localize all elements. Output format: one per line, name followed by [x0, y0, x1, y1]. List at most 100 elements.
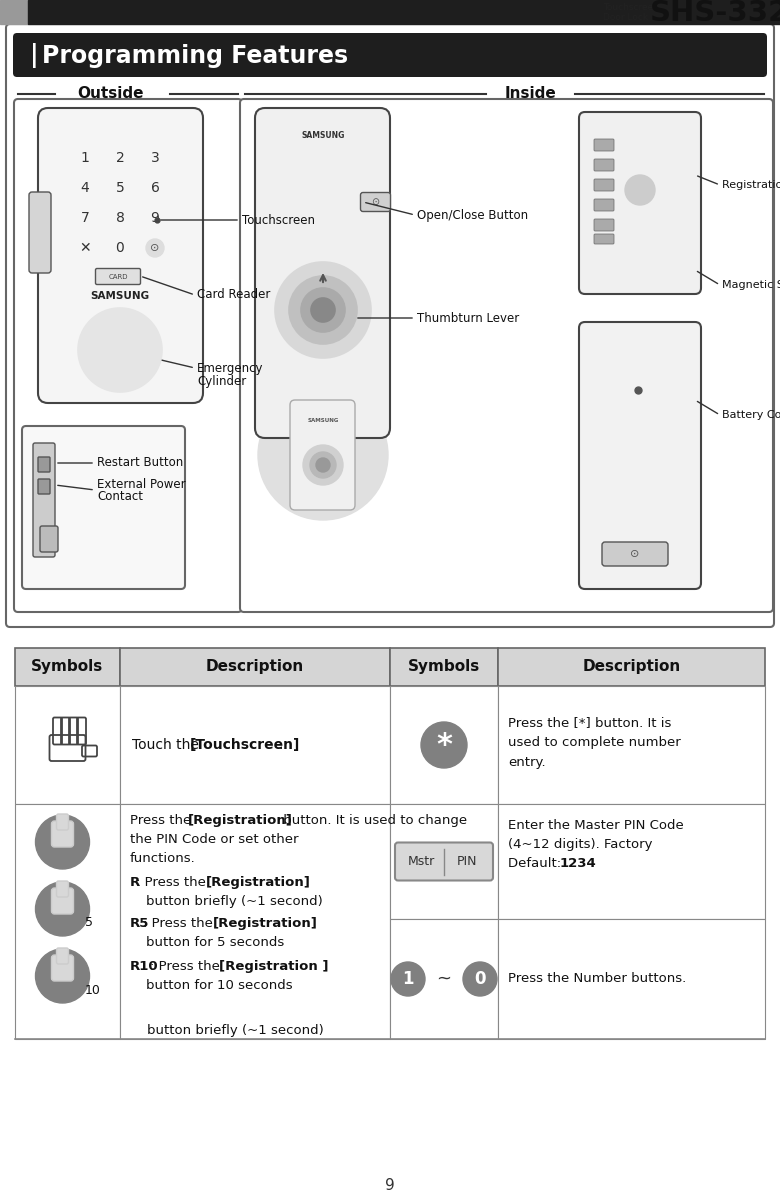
- Text: button briefly (~1 second): button briefly (~1 second): [146, 895, 323, 908]
- Text: button. It is used to change: button. It is used to change: [279, 814, 467, 827]
- Text: SAMSUNG: SAMSUNG: [307, 417, 339, 422]
- Text: Programming Features: Programming Features: [42, 44, 348, 69]
- Circle shape: [625, 175, 655, 206]
- FancyBboxPatch shape: [579, 112, 701, 294]
- Text: 1234: 1234: [560, 857, 597, 870]
- Bar: [498, 804, 765, 920]
- FancyBboxPatch shape: [594, 159, 614, 171]
- Text: SAMSUNG: SAMSUNG: [90, 291, 150, 300]
- Text: Inside: Inside: [504, 87, 556, 101]
- Text: Mstr: Mstr: [407, 855, 434, 868]
- Text: 4: 4: [80, 182, 90, 195]
- Text: functions.: functions.: [130, 852, 196, 865]
- Text: the PIN Code or set other: the PIN Code or set other: [130, 833, 299, 846]
- Text: (4~12 digits). Factory: (4~12 digits). Factory: [508, 838, 653, 851]
- Circle shape: [303, 445, 343, 484]
- FancyBboxPatch shape: [290, 400, 355, 510]
- Circle shape: [316, 458, 330, 472]
- FancyBboxPatch shape: [594, 179, 614, 191]
- Circle shape: [90, 320, 150, 380]
- Text: : Press the: : Press the: [143, 917, 217, 930]
- FancyBboxPatch shape: [51, 821, 73, 847]
- Text: *: *: [436, 732, 452, 761]
- Text: Registration Button: Registration Button: [722, 180, 780, 190]
- FancyBboxPatch shape: [33, 444, 55, 557]
- Circle shape: [310, 452, 336, 478]
- FancyBboxPatch shape: [29, 192, 51, 273]
- Bar: [15, 648, 120, 686]
- Bar: [120, 648, 390, 686]
- Text: ⊙: ⊙: [371, 197, 379, 207]
- FancyBboxPatch shape: [594, 200, 614, 212]
- Text: Magnetic Sensor: Magnetic Sensor: [722, 280, 780, 290]
- FancyBboxPatch shape: [255, 108, 390, 438]
- FancyBboxPatch shape: [95, 268, 140, 285]
- Text: R: R: [130, 876, 140, 889]
- Bar: [390, 686, 498, 804]
- Bar: [498, 648, 765, 686]
- Text: R5: R5: [130, 917, 150, 930]
- Text: Cylinder: Cylinder: [197, 375, 246, 388]
- Circle shape: [289, 276, 357, 344]
- FancyBboxPatch shape: [56, 881, 69, 897]
- FancyBboxPatch shape: [594, 234, 614, 244]
- Circle shape: [115, 345, 125, 355]
- Text: [Registration]: [Registration]: [213, 917, 317, 930]
- Text: Touchscreen: Touchscreen: [242, 214, 315, 226]
- FancyBboxPatch shape: [395, 843, 493, 881]
- Text: SAMSUNG: SAMSUNG: [301, 131, 345, 139]
- FancyBboxPatch shape: [51, 956, 73, 981]
- FancyBboxPatch shape: [38, 480, 50, 494]
- Text: Battery Cover: Battery Cover: [722, 410, 780, 419]
- Text: entry.: entry.: [508, 756, 546, 769]
- Text: Touch the: Touch the: [132, 738, 204, 752]
- Bar: [390, 920, 498, 1039]
- Text: PIN: PIN: [457, 855, 477, 868]
- FancyBboxPatch shape: [240, 99, 773, 612]
- Text: 8: 8: [115, 212, 125, 225]
- Text: 10: 10: [84, 983, 101, 996]
- Circle shape: [36, 950, 90, 1002]
- Text: Emergency: Emergency: [197, 362, 264, 375]
- Text: 3: 3: [151, 151, 159, 165]
- Text: Enter the Master PIN Code: Enter the Master PIN Code: [508, 819, 684, 832]
- FancyBboxPatch shape: [579, 322, 701, 589]
- Bar: [390, 804, 498, 920]
- Text: Press the: Press the: [130, 814, 196, 827]
- Circle shape: [100, 331, 140, 370]
- Text: |: |: [30, 43, 39, 69]
- Text: 6: 6: [151, 182, 159, 195]
- Text: Thumbturn Lever: Thumbturn Lever: [417, 311, 519, 325]
- Text: 5: 5: [84, 916, 93, 929]
- Text: button for 5 seconds: button for 5 seconds: [146, 936, 284, 950]
- Circle shape: [421, 722, 467, 768]
- Circle shape: [391, 962, 425, 996]
- FancyBboxPatch shape: [360, 192, 391, 212]
- Text: 0: 0: [115, 240, 124, 255]
- Text: Door Lock: Door Lock: [603, 12, 648, 22]
- Text: Description: Description: [583, 660, 681, 674]
- Text: Contact: Contact: [97, 490, 143, 504]
- Text: ~: ~: [437, 970, 452, 988]
- Text: [Registration ]: [Registration ]: [219, 960, 328, 972]
- Text: 5: 5: [115, 182, 124, 195]
- Text: Press the [*] button. It is: Press the [*] button. It is: [508, 716, 672, 728]
- Text: used to complete number: used to complete number: [508, 736, 681, 749]
- Text: 9: 9: [151, 212, 159, 225]
- Text: Outside: Outside: [76, 87, 144, 101]
- Bar: [120, 804, 390, 1039]
- Text: Card Reader: Card Reader: [197, 288, 271, 302]
- Text: [Registration]: [Registration]: [206, 876, 311, 889]
- Text: R10: R10: [130, 960, 158, 972]
- Text: Symbols: Symbols: [31, 660, 104, 674]
- Text: ⊙: ⊙: [151, 243, 160, 252]
- Text: button for 10 seconds: button for 10 seconds: [146, 978, 292, 992]
- Circle shape: [36, 815, 90, 869]
- Circle shape: [36, 882, 90, 936]
- Text: Default:: Default:: [508, 857, 566, 870]
- Text: External Power: External Power: [97, 477, 186, 490]
- Text: .: .: [278, 738, 282, 752]
- Bar: [120, 686, 390, 804]
- Text: Touchscreen: Touchscreen: [603, 2, 659, 12]
- Text: : Press the: : Press the: [136, 876, 211, 889]
